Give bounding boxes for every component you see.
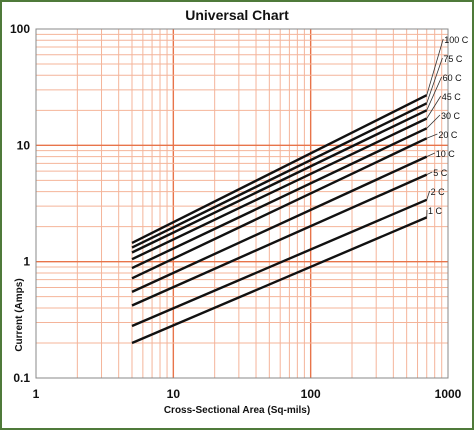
label-connector [426, 190, 430, 200]
x-tick-label: 1 [33, 387, 40, 401]
series-label: 5 C [433, 168, 448, 178]
series-line [131, 127, 428, 270]
series-label: 1 C [428, 206, 443, 216]
label-connectors [426, 38, 444, 218]
series-line [131, 102, 428, 249]
plot-area [36, 29, 448, 378]
x-axis-label: Cross-Sectional Area (Sq-mils) [164, 405, 310, 416]
series-line [131, 198, 428, 328]
series-line [131, 155, 428, 293]
label-connector [426, 114, 441, 129]
x-tick-label: 100 [301, 387, 321, 401]
label-connector [426, 38, 444, 96]
y-tick-label: 100 [10, 22, 30, 36]
series-label: 45 C [442, 92, 462, 102]
x-tick-label: 1000 [435, 387, 462, 401]
grid [35, 28, 449, 379]
series-line [131, 117, 428, 261]
series-label: 75 C [443, 54, 463, 64]
series-line [131, 216, 428, 345]
label-connector [426, 95, 442, 119]
label-connector [426, 152, 435, 157]
series-label: 100 C [444, 35, 469, 45]
y-axis-label: Current (Amps) [14, 278, 25, 351]
label-connector [426, 76, 442, 111]
series-line [131, 137, 428, 280]
series-lines [131, 94, 428, 345]
series-label: 20 C [438, 130, 458, 140]
series-label: 10 C [436, 149, 456, 159]
y-tick-label: 1 [23, 255, 30, 269]
series-label: 30 C [441, 111, 461, 121]
label-connector [426, 57, 443, 104]
series-labels: 1 C 2 C 5 C 10 C 20 C 30 C 45 C 60 C 75 C 100 C [428, 35, 469, 216]
series-line [131, 94, 428, 244]
label-connector [426, 133, 438, 139]
plot-border [35, 28, 449, 379]
series-label: 2 C [431, 187, 446, 197]
series-line [131, 109, 428, 254]
series-label: 60 C [443, 73, 463, 83]
series-line [131, 173, 428, 307]
label-connector [426, 171, 433, 175]
y-tick-label: 0.1 [13, 371, 30, 385]
x-tick-label: 10 [167, 387, 181, 401]
y-tick-label: 10 [17, 138, 31, 152]
chart-title: Universal Chart [185, 7, 289, 23]
